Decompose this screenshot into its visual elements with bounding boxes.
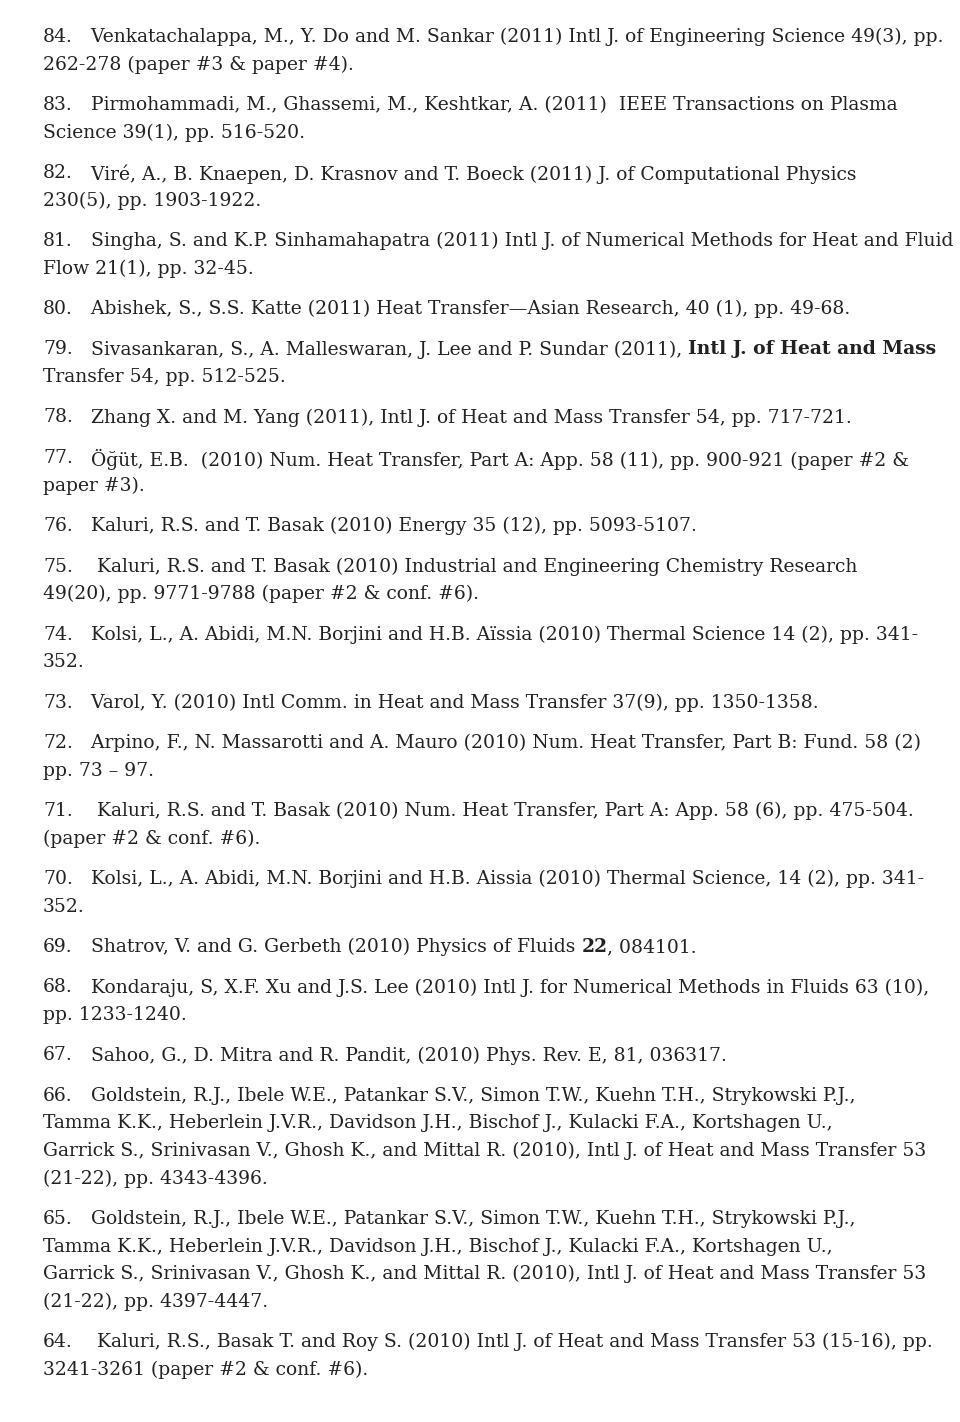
Text: paper #3).: paper #3).: [43, 476, 145, 495]
Text: Tamma K.K., Heberlein J.V.R., Davidson J.H., Bischof J., Kulacki F.A., Kortshage: Tamma K.K., Heberlein J.V.R., Davidson J…: [43, 1237, 832, 1256]
Text: Garrick S., Srinivasan V., Ghosh K., and Mittal R. (2010), Intl J. of Heat and M: Garrick S., Srinivasan V., Ghosh K., and…: [43, 1266, 926, 1283]
Text: 71.: 71.: [43, 802, 73, 820]
Text: Kaluri, R.S. and T. Basak (2010) Energy 35 (12), pp. 5093-5107.: Kaluri, R.S. and T. Basak (2010) Energy …: [79, 518, 697, 535]
Text: Flow 21(1), pp. 32-45.: Flow 21(1), pp. 32-45.: [43, 259, 253, 277]
Text: 352.: 352.: [43, 897, 84, 916]
Text: Intl J. of Heat and Mass: Intl J. of Heat and Mass: [688, 340, 936, 358]
Text: (21-22), pp. 4343-4396.: (21-22), pp. 4343-4396.: [43, 1169, 268, 1187]
Text: 72.: 72.: [43, 734, 73, 752]
Text: 68.: 68.: [43, 978, 73, 997]
Text: 74.: 74.: [43, 626, 73, 644]
Text: , 084101.: , 084101.: [608, 939, 697, 956]
Text: Kaluri, R.S., Basak T. and Roy S. (2010) Intl J. of Heat and Mass Transfer 53 (1: Kaluri, R.S., Basak T. and Roy S. (2010)…: [79, 1332, 933, 1351]
Text: Kolsi, L., A. Abidi, M.N. Borjini and H.B. Aïssia (2010) Thermal Science 14 (2),: Kolsi, L., A. Abidi, M.N. Borjini and H.…: [79, 626, 918, 644]
Text: 83.: 83.: [43, 97, 73, 114]
Text: pp. 1233-1240.: pp. 1233-1240.: [43, 1005, 187, 1024]
Text: Goldstein, R.J., Ibele W.E., Patankar S.V., Simon T.W., Kuehn T.H., Strykowski P: Goldstein, R.J., Ibele W.E., Patankar S.…: [79, 1210, 855, 1229]
Text: 80.: 80.: [43, 300, 73, 319]
Text: Arpino, F., N. Massarotti and A. Mauro (2010) Num. Heat Transfer, Part B: Fund. : Arpino, F., N. Massarotti and A. Mauro (…: [79, 734, 921, 752]
Text: (21-22), pp. 4397-4447.: (21-22), pp. 4397-4447.: [43, 1293, 268, 1311]
Text: Kaluri, R.S. and T. Basak (2010) Industrial and Engineering Chemistry Research: Kaluri, R.S. and T. Basak (2010) Industr…: [79, 557, 857, 576]
Text: pp. 73 – 97.: pp. 73 – 97.: [43, 762, 154, 779]
Text: Viré, A., B. Knaepen, D. Krasnov and T. Boeck (2011) J. of Computational Physics: Viré, A., B. Knaepen, D. Krasnov and T. …: [79, 164, 856, 183]
Text: Sahoo, G., D. Mitra and R. Pandit, (2010) Phys. Rev. E, 81, 036317.: Sahoo, G., D. Mitra and R. Pandit, (2010…: [79, 1047, 727, 1065]
Text: (paper #2 & conf. #6).: (paper #2 & conf. #6).: [43, 829, 260, 848]
Text: Zhang X. and M. Yang (2011), Intl J. of Heat and Mass Transfer 54, pp. 717-721.: Zhang X. and M. Yang (2011), Intl J. of …: [79, 408, 852, 427]
Text: Science 39(1), pp. 516-520.: Science 39(1), pp. 516-520.: [43, 124, 305, 142]
Text: 78.: 78.: [43, 408, 73, 427]
Text: 352.: 352.: [43, 653, 84, 671]
Text: 3241-3261 (paper #2 & conf. #6).: 3241-3261 (paper #2 & conf. #6).: [43, 1361, 369, 1379]
Text: Goldstein, R.J., Ibele W.E., Patankar S.V., Simon T.W., Kuehn T.H., Strykowski P: Goldstein, R.J., Ibele W.E., Patankar S.…: [79, 1086, 855, 1105]
Text: 77.: 77.: [43, 449, 73, 466]
Text: Transfer 54, pp. 512-525.: Transfer 54, pp. 512-525.: [43, 368, 286, 385]
Text: 73.: 73.: [43, 694, 73, 711]
Text: 82.: 82.: [43, 164, 73, 182]
Text: Tamma K.K., Heberlein J.V.R., Davidson J.H., Bischof J., Kulacki F.A., Kortshage: Tamma K.K., Heberlein J.V.R., Davidson J…: [43, 1115, 832, 1132]
Text: 70.: 70.: [43, 870, 73, 887]
Text: 81.: 81.: [43, 232, 73, 250]
Text: 230(5), pp. 1903-1922.: 230(5), pp. 1903-1922.: [43, 192, 261, 210]
Text: 75.: 75.: [43, 557, 73, 576]
Text: Abishek, S., S.S. Katte (2011) Heat Transfer—Asian Research, 40 (1), pp. 49-68.: Abishek, S., S.S. Katte (2011) Heat Tran…: [79, 300, 851, 319]
Text: Öğüt, E.B.  (2010) Num. Heat Transfer, Part A: App. 58 (11), pp. 900-921 (paper : Öğüt, E.B. (2010) Num. Heat Transfer, Pa…: [79, 449, 909, 471]
Text: Garrick S., Srinivasan V., Ghosh K., and Mittal R. (2010), Intl J. of Heat and M: Garrick S., Srinivasan V., Ghosh K., and…: [43, 1142, 926, 1160]
Text: 262-278 (paper #3 & paper #4).: 262-278 (paper #3 & paper #4).: [43, 55, 354, 74]
Text: 22: 22: [582, 939, 608, 956]
Text: 79.: 79.: [43, 340, 73, 358]
Text: 65.: 65.: [43, 1210, 73, 1229]
Text: Varol, Y. (2010) Intl Comm. in Heat and Mass Transfer 37(9), pp. 1350-1358.: Varol, Y. (2010) Intl Comm. in Heat and …: [79, 694, 819, 712]
Text: Shatrov, V. and G. Gerbeth (2010) Physics of Fluids: Shatrov, V. and G. Gerbeth (2010) Physic…: [79, 939, 582, 956]
Text: 69.: 69.: [43, 939, 73, 956]
Text: Singha, S. and K.P. Sinhamahapatra (2011) Intl J. of Numerical Methods for Heat : Singha, S. and K.P. Sinhamahapatra (2011…: [79, 232, 953, 250]
Text: 67.: 67.: [43, 1047, 73, 1065]
Text: Sivasankaran, S., A. Malleswaran, J. Lee and P. Sundar (2011),: Sivasankaran, S., A. Malleswaran, J. Lee…: [79, 340, 688, 358]
Text: Pirmohammadi, M., Ghassemi, M., Keshtkar, A. (2011)  IEEE Transactions on Plasma: Pirmohammadi, M., Ghassemi, M., Keshtkar…: [79, 97, 898, 114]
Text: Venkatachalappa, M., Y. Do and M. Sankar (2011) Intl J. of Engineering Science 4: Venkatachalappa, M., Y. Do and M. Sankar…: [79, 28, 944, 47]
Text: Kaluri, R.S. and T. Basak (2010) Num. Heat Transfer, Part A: App. 58 (6), pp. 47: Kaluri, R.S. and T. Basak (2010) Num. He…: [79, 802, 914, 820]
Text: 49(20), pp. 9771-9788 (paper #2 & conf. #6).: 49(20), pp. 9771-9788 (paper #2 & conf. …: [43, 584, 479, 603]
Text: 84.: 84.: [43, 28, 73, 46]
Text: Kondaraju, S, X.F. Xu and J.S. Lee (2010) Intl J. for Numerical Methods in Fluid: Kondaraju, S, X.F. Xu and J.S. Lee (2010…: [79, 978, 929, 997]
Text: Kolsi, L., A. Abidi, M.N. Borjini and H.B. Aissia (2010) Thermal Science, 14 (2): Kolsi, L., A. Abidi, M.N. Borjini and H.…: [79, 870, 924, 889]
Text: 76.: 76.: [43, 518, 73, 535]
Text: 66.: 66.: [43, 1086, 73, 1105]
Text: 64.: 64.: [43, 1332, 73, 1351]
